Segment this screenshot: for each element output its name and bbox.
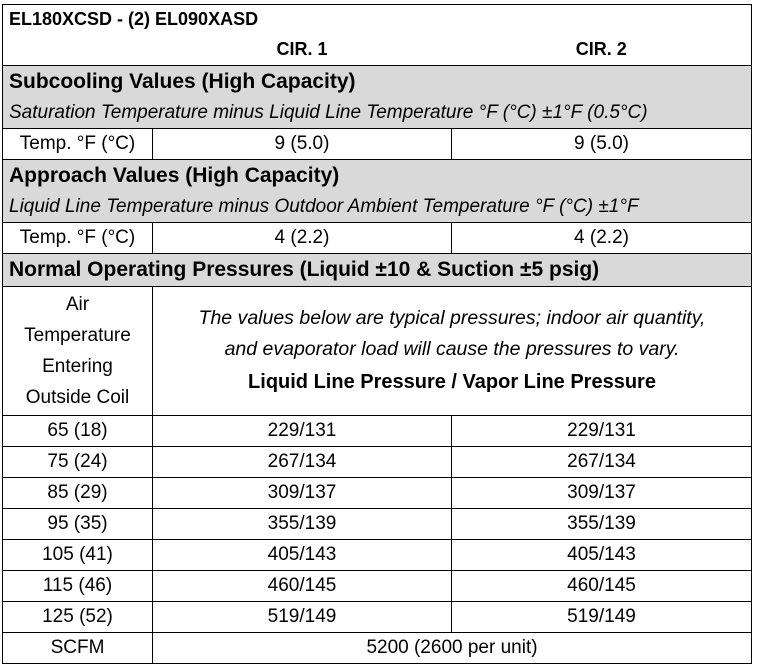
subcooling-title-row: Subcooling Values (High Capacity): [1, 65, 753, 98]
pressure-row-cir2: 267/134: [450, 446, 753, 478]
circuit-2-header: CIR. 2: [451, 33, 753, 66]
pressures-title: Normal Operating Pressures (Liquid ±10 &…: [1, 253, 753, 287]
charging-table: EL180XCSD - (2) EL090XASD CIR. 1 CIR. 2 …: [1, 4, 753, 664]
pressure-row-cir1: 355/139: [152, 508, 452, 540]
pressures-title-row: Normal Operating Pressures (Liquid ±10 &…: [1, 253, 753, 287]
circuit-header-row: CIR. 1 CIR. 2: [2, 33, 753, 66]
subcooling-subtitle-row: Saturation Temperature minus Liquid Line…: [1, 98, 753, 129]
pressures-note-line-1: The values below are typical pressures; …: [198, 307, 706, 329]
air-temp-header-line: Entering: [42, 356, 113, 377]
approach-subtitle: Liquid Line Temperature minus Outdoor Am…: [1, 192, 753, 223]
pressure-row: 125 (52) 519/149 519/149: [2, 601, 753, 633]
pressure-row-temp: 125 (52): [2, 601, 153, 633]
pressure-row: 95 (35) 355/139 355/139: [2, 508, 753, 540]
air-temp-header-line: Outside Coil: [25, 387, 130, 408]
pressures-note-line-2: and evaporator load will cause the press…: [224, 338, 680, 360]
circuit-header-blank: [2, 33, 153, 66]
pressure-row-cir1: 460/145: [152, 570, 452, 602]
pressure-row-cir1: 519/149: [152, 601, 452, 633]
pressure-row-temp: 65 (18): [2, 415, 153, 447]
pressure-row-cir2: 405/143: [450, 539, 753, 571]
pressure-row: 105 (41) 405/143 405/143: [2, 539, 753, 571]
pressure-row-temp: 85 (29): [2, 477, 153, 509]
pressure-row-cir1: 229/131: [152, 415, 452, 447]
subcooling-subtitle: Saturation Temperature minus Liquid Line…: [1, 98, 753, 129]
approach-cir1-value: 4 (2.2): [152, 222, 452, 254]
approach-title: Approach Values (High Capacity): [1, 159, 753, 192]
pressure-row-cir1: 267/134: [152, 446, 452, 478]
pressures-note: The values below are typical pressures; …: [151, 286, 753, 416]
pressure-row: 85 (29) 309/137 309/137: [2, 477, 753, 509]
subcooling-values-row: Temp. °F (°C) 9 (5.0) 9 (5.0): [2, 128, 753, 160]
pressure-row-cir1: 309/137: [152, 477, 452, 509]
pressure-row: 115 (46) 460/145 460/145: [2, 570, 753, 602]
air-temp-header-line: Air: [65, 294, 90, 315]
pressure-row-cir2: 460/145: [450, 570, 753, 602]
subcooling-row-label: Temp. °F (°C): [2, 128, 153, 160]
pressure-row: 65 (18) 229/131 229/131: [2, 415, 753, 447]
pressure-row-cir2: 519/149: [450, 601, 753, 633]
approach-cir2-value: 4 (2.2): [450, 222, 753, 254]
scfm-value: 5200 (2600 per unit): [151, 632, 753, 664]
approach-values-row: Temp. °F (°C) 4 (2.2) 4 (2.2): [2, 222, 753, 254]
pressure-row-temp: 105 (41): [2, 539, 153, 571]
pressure-row-temp: 95 (35): [2, 508, 153, 540]
air-temp-header-line: Temperature: [24, 325, 131, 346]
pressure-row-temp: 115 (46): [2, 570, 153, 602]
pressure-row-cir2: 229/131: [450, 415, 753, 447]
approach-row-label: Temp. °F (°C): [2, 222, 153, 254]
pressure-row-temp: 75 (24): [2, 446, 153, 478]
scfm-row: SCFM 5200 (2600 per unit): [2, 632, 753, 664]
approach-title-row: Approach Values (High Capacity): [1, 159, 753, 192]
pressure-row-cir2: 309/137: [450, 477, 753, 509]
model-row: EL180XCSD - (2) EL090XASD: [1, 4, 753, 33]
pressures-column-heading: Liquid Line Pressure / Vapor Line Pressu…: [248, 371, 656, 393]
air-temp-header: Air Temperature Entering Outside Coil: [2, 286, 153, 416]
pressure-row-cir2: 355/139: [450, 508, 753, 540]
subcooling-cir2-value: 9 (5.0): [450, 128, 753, 160]
pressures-header-row: Air Temperature Entering Outside Coil Th…: [2, 286, 753, 416]
subcooling-cir1-value: 9 (5.0): [152, 128, 452, 160]
pressure-row-cir1: 405/143: [152, 539, 452, 571]
circuit-1-header: CIR. 1: [152, 33, 452, 66]
scfm-label: SCFM: [2, 632, 153, 664]
approach-subtitle-row: Liquid Line Temperature minus Outdoor Am…: [1, 192, 753, 223]
model-title: EL180XCSD - (2) EL090XASD: [1, 4, 753, 33]
subcooling-title: Subcooling Values (High Capacity): [1, 65, 753, 98]
pressure-row: 75 (24) 267/134 267/134: [2, 446, 753, 478]
